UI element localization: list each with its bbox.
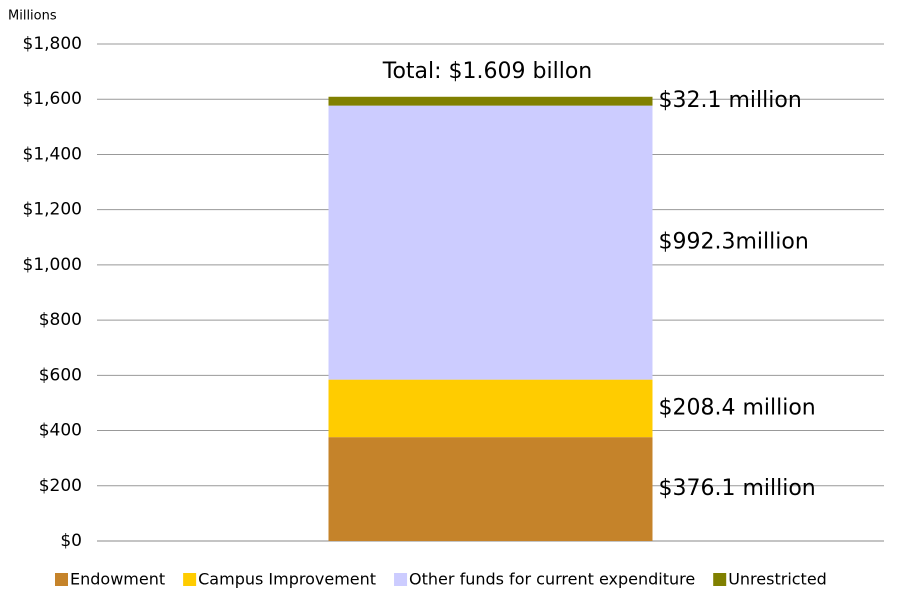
y-tick-label: $400 xyxy=(39,421,82,441)
value-label: $32.1 million xyxy=(659,88,802,113)
y-axis-label: Millions xyxy=(8,9,57,24)
legend-label: Campus Improvement xyxy=(198,570,376,589)
legend-label: Unrestricted xyxy=(728,570,827,589)
legend-label: Endowment xyxy=(70,570,165,589)
y-tick-label: $600 xyxy=(39,365,82,385)
value-label: $992.3million xyxy=(659,230,809,255)
y-tick-label: $800 xyxy=(39,310,82,330)
y-tick-label: $1,400 xyxy=(23,144,82,164)
bar-segment xyxy=(328,96,653,106)
legend-swatch xyxy=(55,573,68,586)
legend-swatch xyxy=(394,573,408,586)
bar-segment xyxy=(328,437,653,541)
bar-segment xyxy=(328,105,653,380)
value-label: $376.1 million xyxy=(659,476,816,501)
legend-swatch xyxy=(183,573,197,586)
legend-swatch xyxy=(713,573,727,586)
y-tick-label: $1,200 xyxy=(23,200,82,220)
annotation: Total: $1.609 billon xyxy=(382,59,592,84)
value-label: $208.4 million xyxy=(659,395,816,420)
bar-segment xyxy=(328,379,653,438)
y-tick-label: $1,000 xyxy=(23,255,82,275)
y-tick-label: $1,600 xyxy=(23,89,82,109)
y-tick-label: $200 xyxy=(39,476,82,496)
y-tick-label: $0 xyxy=(60,531,82,551)
y-tick-label: $1,800 xyxy=(23,34,82,54)
legend-label: Other funds for current expenditure xyxy=(409,570,695,589)
